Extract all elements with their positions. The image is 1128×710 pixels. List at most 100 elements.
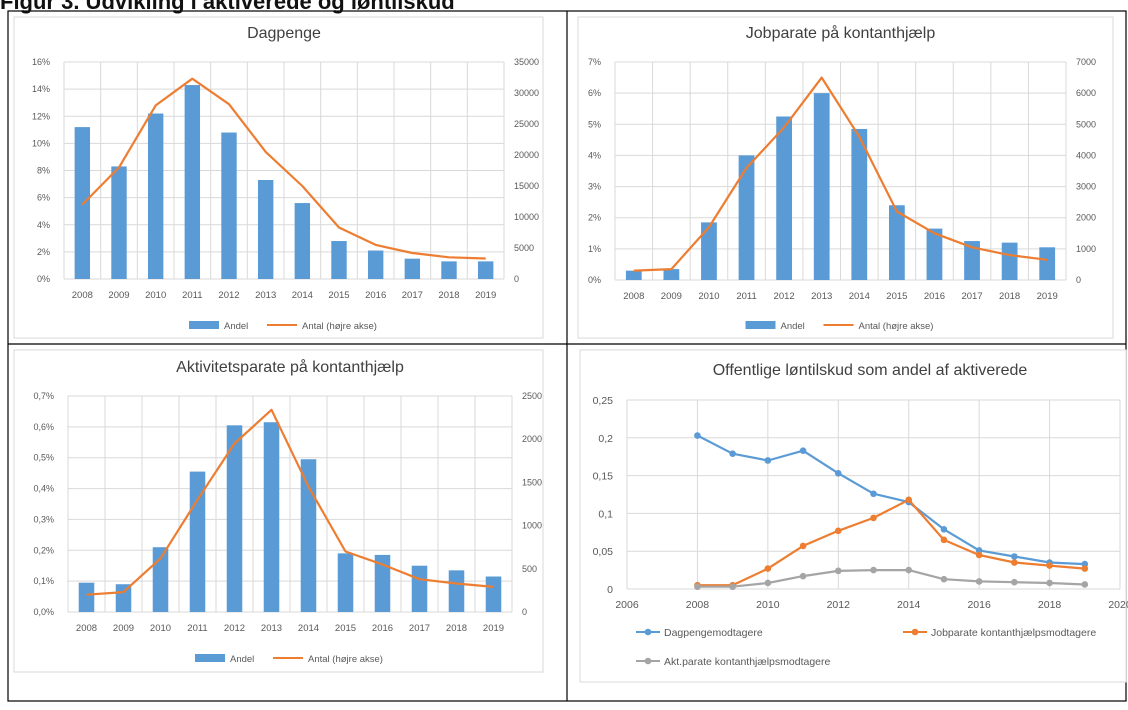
- bar-andel: [226, 425, 243, 612]
- x-tick-label: 2013: [255, 290, 276, 301]
- legend-label: Akt.parate kontanthjælpsmodtagere: [664, 656, 831, 668]
- x-tick-label: 2008: [72, 290, 93, 301]
- x-tick-label: 2009: [108, 290, 129, 301]
- bar-andel: [851, 128, 868, 280]
- y-tick-right: 1500: [522, 477, 542, 487]
- y-tick-left: 0,3%: [33, 514, 54, 524]
- x-tick-label: 2013: [261, 623, 282, 634]
- bar-andel: [147, 113, 164, 279]
- x-tick-label: 2017: [961, 291, 982, 302]
- series-point: [1046, 579, 1053, 587]
- x-tick-label: 2012: [774, 291, 795, 302]
- y-tick-label: 0: [607, 584, 613, 596]
- y-tick-left: 12%: [32, 111, 50, 121]
- x-tick-label: 2010: [756, 599, 780, 611]
- y-tick-left: 14%: [32, 84, 50, 94]
- chart-title: Jobparate på kontanthjælp: [746, 24, 936, 42]
- bar-andel: [964, 241, 980, 280]
- bar-andel: [184, 85, 201, 280]
- y-tick-left: 1%: [588, 244, 601, 254]
- y-tick-left: 0,1%: [33, 576, 54, 586]
- y-tick-right: 20000: [514, 150, 539, 160]
- bar-andel: [367, 250, 384, 279]
- y-tick-left: 0%: [588, 275, 601, 285]
- x-tick-label: 2015: [328, 290, 349, 301]
- x-tick-label: 2017: [409, 623, 430, 634]
- y-tick-label: 0,05: [593, 546, 614, 558]
- chart-title: Offentlige løntilskud som andel af aktiv…: [713, 362, 1028, 379]
- y-tick-right: 2000: [522, 434, 542, 444]
- bar-andel: [337, 553, 354, 612]
- x-tick-label: 2018: [999, 291, 1020, 302]
- y-tick-right: 35000: [514, 57, 539, 67]
- legend-label: Jobparate kontanthjælpsmodtagere: [931, 627, 1096, 639]
- series-point: [834, 527, 842, 535]
- legend-label-antal: Antal (højre akse): [859, 321, 934, 332]
- x-tick-label: 2019: [1037, 291, 1058, 302]
- x-tick-label: 2011: [182, 290, 202, 301]
- bar-andel: [374, 554, 391, 612]
- y-tick-right: 10000: [514, 212, 539, 222]
- series-point: [799, 447, 807, 454]
- chart-3: Offentlige løntilskud som andel af aktiv…: [579, 349, 1128, 683]
- chart-frame: [13, 16, 544, 339]
- y-tick-left: 6%: [588, 88, 601, 98]
- x-tick-label: 2015: [335, 623, 356, 634]
- x-tick-label: 2018: [1038, 599, 1062, 611]
- y-tick-label: 0,2: [598, 433, 613, 445]
- series-point: [729, 583, 736, 591]
- legend-label-andel: Andel: [781, 321, 805, 332]
- x-tick-label: 2012: [224, 623, 245, 634]
- y-tick-label: 0,25: [593, 395, 614, 407]
- y-tick-right: 5000: [514, 243, 534, 253]
- y-tick-left: 16%: [32, 57, 50, 67]
- chart-0: Dagpenge 0% 2% 4% 6% 8% 10% 12% 14% 16% 0 5000 10000…: [13, 16, 544, 339]
- x-tick-label: 2014: [298, 623, 319, 634]
- bar-andel: [300, 459, 317, 612]
- y-tick-left: 5%: [588, 119, 601, 129]
- bar-andel: [485, 576, 502, 612]
- x-tick-label: 2011: [187, 623, 207, 634]
- series-point: [729, 450, 736, 457]
- y-tick-left: 3%: [588, 182, 601, 192]
- bar-andel: [411, 565, 428, 612]
- series-point: [975, 547, 983, 554]
- series-point: [764, 565, 772, 572]
- x-tick-label: 2006: [615, 599, 639, 611]
- x-tick-label: 2015: [886, 291, 907, 302]
- series-line: [697, 568, 1085, 588]
- bar-andel: [111, 166, 127, 279]
- series-point: [870, 490, 877, 498]
- series-point: [694, 432, 701, 439]
- y-tick-left: 10%: [32, 138, 50, 148]
- chart-title: Aktivitetsparate på kontanthjælp: [176, 358, 404, 376]
- x-tick-label: 2016: [372, 623, 393, 634]
- series-point: [1011, 559, 1018, 566]
- x-tick-label: 2014: [292, 290, 313, 301]
- legend-swatch-marker: [911, 628, 919, 636]
- y-tick-right: 25000: [514, 119, 539, 129]
- x-tick-label: 2009: [661, 291, 682, 302]
- y-tick-right: 5000: [1076, 119, 1096, 129]
- legend-label-antal: Antal (højre akse): [302, 321, 377, 332]
- series-point: [834, 567, 842, 575]
- y-tick-left: 0,4%: [33, 484, 54, 494]
- chart-title: Dagpenge: [247, 25, 321, 42]
- bar-andel: [441, 261, 457, 279]
- x-tick-label: 2009: [113, 623, 134, 634]
- y-tick-left: 4%: [588, 150, 601, 160]
- bar-andel: [294, 203, 311, 279]
- series-point: [1046, 562, 1053, 569]
- series-point: [799, 572, 807, 580]
- x-tick-label: 2018: [438, 290, 459, 301]
- x-tick-label: 2008: [623, 291, 644, 302]
- chart-frame: [579, 349, 1127, 683]
- series-point: [870, 566, 877, 574]
- bar-andel: [477, 261, 494, 279]
- series-point: [975, 578, 983, 585]
- series-point: [1011, 553, 1018, 560]
- chart-frame: [577, 16, 1114, 339]
- y-tick-right: 15000: [514, 181, 539, 191]
- legend-swatch-marker: [644, 628, 652, 636]
